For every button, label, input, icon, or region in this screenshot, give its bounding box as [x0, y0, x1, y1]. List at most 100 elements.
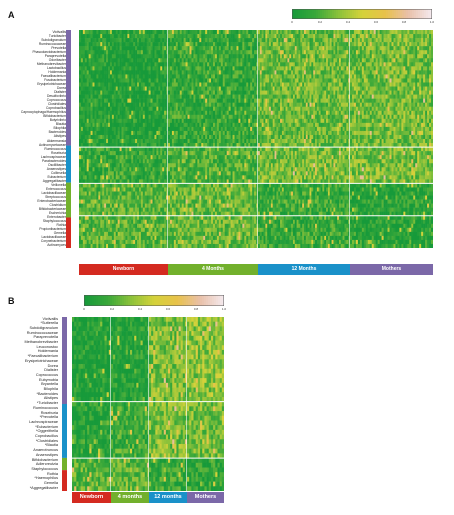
heatmap-cell: [86, 239, 89, 245]
heatmap-cell: [140, 207, 144, 212]
heatmap-cell: [177, 82, 181, 87]
heatmap-cell: [177, 151, 181, 156]
heatmap-cell: [84, 151, 88, 156]
heatmap-cell: [242, 98, 245, 103]
heatmap-cell: [152, 122, 155, 128]
heatmap-cell: [207, 231, 210, 237]
heatmap-cell: [125, 114, 128, 120]
heatmap-cell: [187, 82, 190, 87]
heatmap-cell: [160, 130, 163, 136]
colorbar-segment: [410, 9, 413, 19]
heatmap-cell: [152, 219, 155, 225]
heatmap-cell: [162, 130, 165, 136]
heatmap-cell: [88, 90, 91, 95]
heatmap-cell: [185, 187, 188, 192]
heatmap-cell: [79, 147, 82, 152]
heatmap-cell: [168, 203, 171, 208]
heatmap-cell: [131, 118, 134, 124]
heatmap-cell: [209, 86, 212, 91]
heatmap-cell: [152, 147, 155, 152]
heatmap-cell: [162, 38, 165, 43]
heatmap-cell: [129, 70, 132, 75]
heatmap-cell: [193, 167, 196, 172]
heatmap-cell: [79, 159, 82, 164]
heatmap-cell: [146, 114, 149, 120]
heatmap-cell: [140, 34, 144, 39]
heatmap-cell: [193, 58, 196, 63]
heatmap-cell: [102, 175, 105, 180]
heatmap-cell: [84, 159, 88, 164]
heatmap-cell: [131, 211, 134, 217]
heatmap-cell: [216, 195, 220, 200]
heatmap-cell: [135, 175, 138, 180]
heatmap-cell: [236, 130, 239, 136]
heatmap-cell: [106, 199, 109, 204]
heatmap-cell: [189, 106, 192, 112]
heatmap-cell: [220, 159, 224, 164]
heatmap-cell: [135, 215, 138, 221]
heatmap-cell: [213, 163, 216, 168]
heatmap-cell: [191, 171, 194, 176]
heatmap-cell: [102, 38, 105, 43]
heatmap-cell: [236, 187, 239, 192]
heatmap-cell: [220, 163, 224, 168]
heatmap-cell: [213, 183, 216, 188]
heatmap-cell: [125, 155, 128, 160]
heatmap-cell: [121, 175, 124, 180]
heatmap-cell: [175, 62, 179, 67]
heatmap-cell: [181, 122, 184, 128]
heatmap-cell: [185, 90, 188, 95]
heatmap-cell: [234, 90, 237, 95]
heatmap-cell: [179, 191, 182, 196]
heatmap-cell: [84, 58, 88, 63]
heatmap-cell: [129, 155, 132, 160]
heatmap-cell: [121, 114, 124, 120]
heatmap-cell: [238, 118, 241, 124]
heatmap-cell: [248, 118, 251, 124]
heatmap-cell: [158, 191, 161, 196]
heatmap-cell: [191, 211, 194, 217]
heatmap-cell: [166, 151, 169, 156]
heatmap-cell: [168, 134, 171, 140]
heatmap-cell: [248, 183, 251, 188]
heatmap-cell: [213, 171, 216, 176]
heatmap-cell: [207, 106, 210, 112]
heatmap-cell: [234, 134, 237, 140]
heatmap-cell: [238, 74, 241, 79]
heatmap-cell: [228, 58, 231, 63]
heatmap-cell: [133, 94, 136, 99]
heatmap-cell: [179, 203, 182, 208]
heatmap-cell: [90, 159, 93, 164]
heatmap-cell: [166, 46, 169, 51]
heatmap-cell: [246, 110, 249, 116]
heatmap-cell: [234, 231, 237, 237]
heatmap-cell: [248, 122, 251, 128]
heatmap-cell: [106, 207, 109, 212]
heatmap-cell: [164, 98, 167, 103]
heatmap-cell: [193, 118, 196, 124]
heatmap-cell: [164, 118, 167, 124]
heatmap-cell: [244, 94, 247, 99]
heatmap-cell: [207, 42, 210, 47]
heatmap-cell: [169, 54, 173, 59]
heatmap-cell: [148, 203, 151, 208]
heatmap-cell: [137, 82, 140, 87]
row-label: Lactobacillaceae: [41, 190, 66, 195]
heatmap-cell: [173, 159, 177, 164]
heatmap-cell: [152, 183, 155, 188]
heatmap-cell: [79, 199, 82, 204]
heatmap-cell: [191, 62, 194, 67]
heatmap-cell: [209, 50, 212, 55]
heatmap-cell: [246, 215, 249, 221]
heatmap-cell: [158, 46, 161, 51]
heatmap-cell: [140, 50, 144, 55]
heatmap-cell: [207, 211, 210, 217]
colorbar-tick-label: 0.8: [401, 20, 407, 24]
heatmap-cell: [156, 86, 159, 91]
heatmap-cell: [168, 74, 171, 79]
heatmap-cell: [185, 243, 188, 248]
heatmap-cell: [160, 74, 163, 79]
heatmap-cell: [121, 62, 124, 67]
heatmap-cell: [160, 110, 163, 116]
heatmap-cell: [226, 223, 229, 229]
